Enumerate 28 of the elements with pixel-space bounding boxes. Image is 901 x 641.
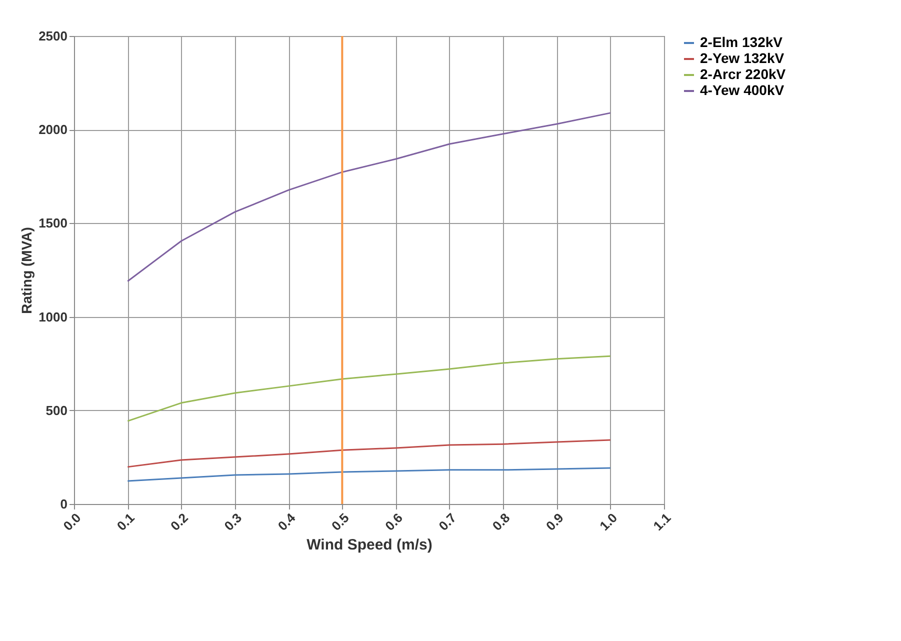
line-series	[126, 355, 612, 422]
legend-label: 2-Arcr 220kV	[700, 66, 786, 82]
legend-label: 4-Yew 400kV	[700, 82, 785, 98]
x-tick-label: 0.1	[114, 510, 138, 534]
y-tick-label: 500	[46, 402, 68, 418]
x-tick-label: 0.2	[168, 510, 191, 534]
x-tick-label: 0.7	[436, 510, 460, 534]
y-tick-label: 2500	[38, 28, 68, 44]
y-tick-label: 0	[60, 496, 68, 512]
line-series	[126, 112, 612, 282]
x-tick-label: 0.6	[382, 510, 406, 534]
x-tick-label: 1.0	[596, 510, 620, 534]
y-axis-title: Rating (MVA)	[18, 227, 35, 314]
x-tick-label: 0.0	[60, 510, 84, 534]
legend-label: 2-Yew 132kV	[700, 50, 785, 66]
x-tick-label: 0.5	[328, 510, 352, 534]
line-series	[126, 439, 612, 468]
x-tick-label: 0.8	[489, 510, 513, 534]
y-tick-label: 1000	[38, 309, 68, 324]
x-tick-label: 0.4	[274, 510, 299, 534]
x-tick-label: 0.9	[543, 510, 566, 534]
x-axis-title: Wind Speed (m/s)	[306, 536, 432, 554]
y-tick-label: 2000	[38, 122, 68, 138]
line-series	[126, 467, 612, 482]
legend-label: 2-Elm 132kV	[700, 34, 784, 50]
x-tick-label: 1.1	[650, 510, 674, 534]
x-tick-label: 0.3	[221, 510, 245, 534]
y-tick-label: 1500	[38, 216, 68, 231]
